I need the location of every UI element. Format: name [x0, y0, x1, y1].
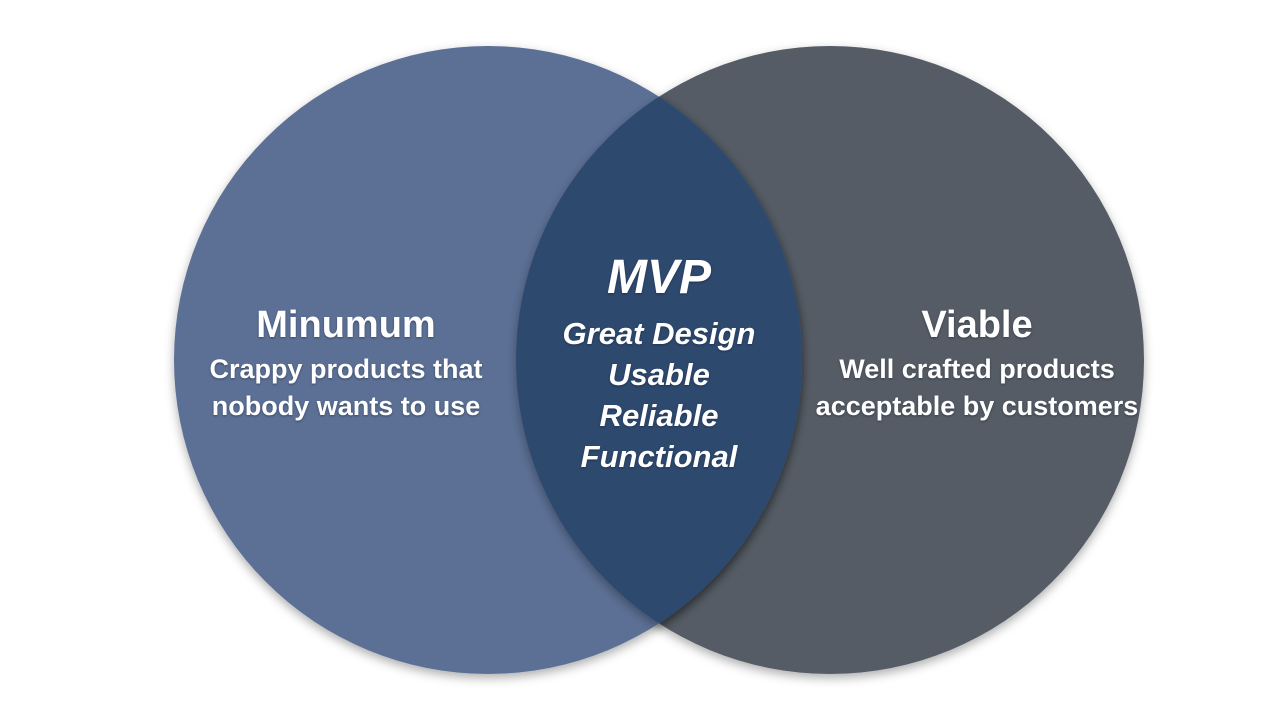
right-circle-description-line: acceptable by customers: [815, 391, 1139, 421]
left-circle-description-line: nobody wants to use: [211, 391, 481, 421]
overlap-item: Great Design: [562, 316, 756, 351]
right-circle-description: Well crafted products acceptable by cust…: [816, 351, 1139, 425]
left-circle-title: Minumum: [256, 304, 436, 346]
right-circle-label-group: Viable Well crafted products acceptable …: [816, 303, 1139, 425]
overlap-lens: [516, 46, 802, 674]
right-circle-title: Viable: [921, 304, 1033, 346]
overlap-label-group: MVP Great Design Usable Reliable Functio…: [563, 251, 756, 477]
overlap-item: Reliable: [599, 398, 719, 433]
left-circle-description: Crappy products that nobody wants to use: [209, 351, 482, 425]
overlap-item-list: Great Design Usable Reliable Functional: [563, 313, 756, 477]
left-circle-label-group: Minumum Crappy products that nobody want…: [209, 303, 482, 425]
overlap-item: Functional: [580, 439, 738, 474]
overlap-title: MVP: [606, 251, 712, 304]
right-circle-description-line: Well crafted products: [839, 354, 1115, 384]
left-circle-description-line: Crappy products that: [209, 354, 483, 384]
overlap-item: Usable: [608, 357, 710, 392]
overlap-lens-shape: [516, 46, 802, 674]
